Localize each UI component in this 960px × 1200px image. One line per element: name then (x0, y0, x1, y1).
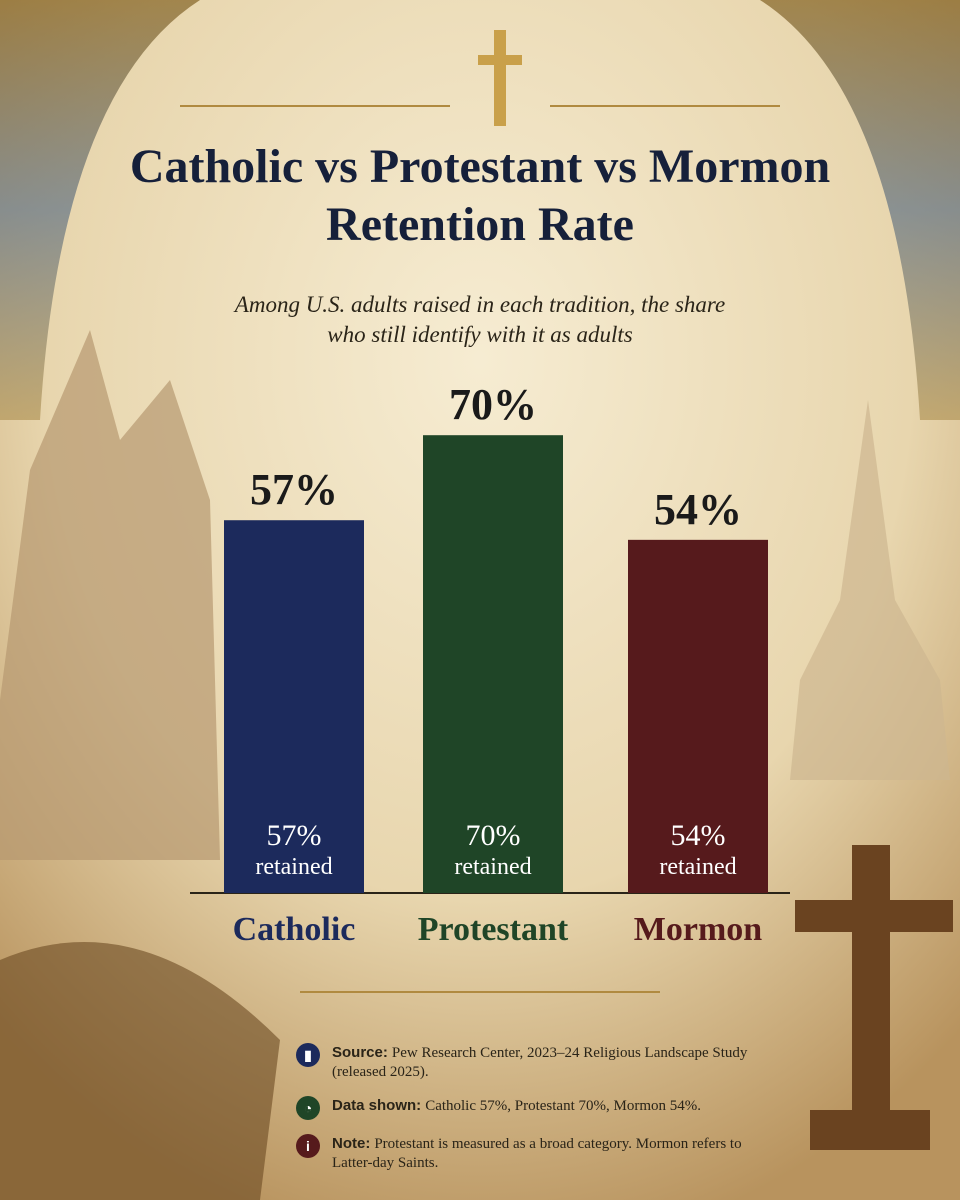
note-icon: i (296, 1134, 320, 1158)
category-label: Mormon (634, 911, 763, 948)
note-label: Note: (332, 1135, 371, 1152)
chart-subtitle: Among U.S. adults raised in each traditi… (234, 292, 726, 347)
bar (224, 520, 364, 893)
stained-glass-left (0, 0, 200, 420)
note-label: Source: (332, 1044, 388, 1061)
wooden-cross (795, 845, 953, 1150)
bar (628, 539, 768, 893)
value-label: 57% (250, 465, 338, 514)
note-body: Pew Research Center, 2023–24 Religious L… (332, 1045, 748, 1080)
inner-value-label: 70% (466, 819, 521, 852)
note-label: Data shown: (332, 1097, 422, 1114)
note-body: Protestant is measured as a broad catego… (332, 1136, 742, 1171)
category-label: Catholic (233, 911, 356, 948)
bible (0, 942, 280, 1200)
inner-value-label: 54% (671, 819, 726, 852)
category-label: Protestant (418, 911, 569, 948)
bar (423, 435, 563, 893)
stained-glass-right (760, 0, 960, 420)
note: ◔ Data shown: Catholic 57%, Protestant 70%… (296, 1096, 766, 1120)
note-text: Source: Pew Research Center, 2023–24 Reli… (332, 1043, 766, 1082)
note-icon: ◔ (296, 1096, 320, 1120)
cross-top (478, 30, 522, 126)
note-icon: ▮ (296, 1043, 320, 1067)
value-label: 70% (449, 380, 537, 429)
note-body: Catholic 57%, Protestant 70%, Mormon 54%… (425, 1098, 701, 1114)
temple-right (790, 400, 950, 780)
inner-value-label: 57% (267, 819, 322, 852)
notes: ▮ Source: Pew Research Center, 2023–24 Rel… (296, 1043, 766, 1187)
cathedral-left (0, 330, 220, 860)
chart-title: Catholic vs Protestant vs Mormon Retenti… (129, 140, 831, 251)
note-text: Data shown: Catholic 57%, Protestant 70%,… (332, 1096, 701, 1116)
note: i Note: Protestant is measured as a broad … (296, 1134, 766, 1173)
note-text: Note: Protestant is measured as a broad c… (332, 1134, 766, 1173)
note: ▮ Source: Pew Research Center, 2023–24 Rel… (296, 1043, 766, 1082)
inner-note: retained (659, 854, 736, 880)
inner-note: retained (454, 854, 531, 880)
value-label: 54% (654, 485, 742, 534)
inner-note: retained (255, 854, 332, 880)
